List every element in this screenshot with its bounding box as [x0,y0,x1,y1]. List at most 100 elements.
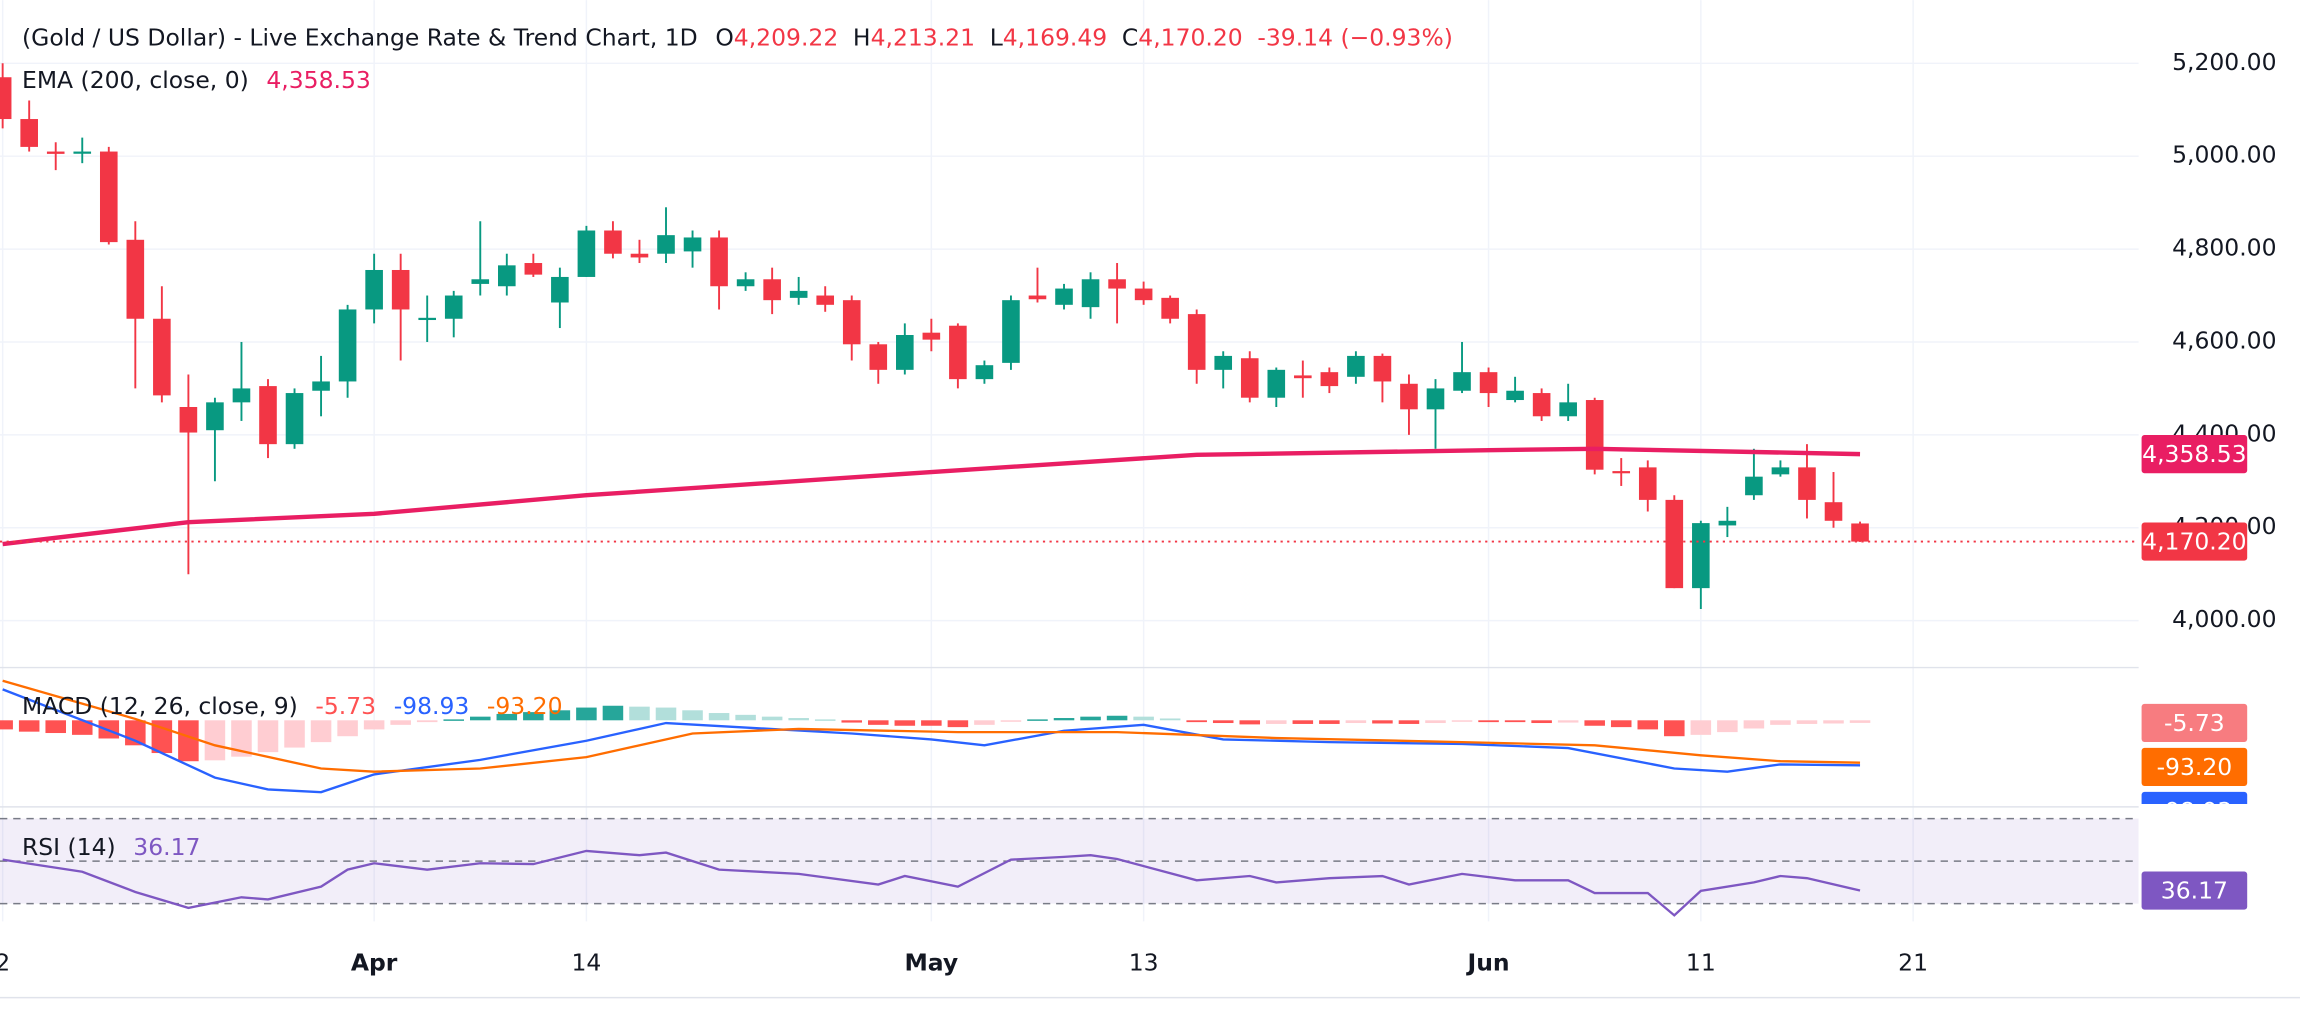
candle-body [710,237,728,287]
macd-line [2,679,1861,773]
candle-body [524,263,543,275]
x-tick-label: May [904,948,958,976]
histogram-bar [1080,716,1101,721]
candle-body [922,332,941,340]
candle-body [498,265,516,287]
candle-body [1453,372,1471,391]
histogram-bar [1743,720,1765,729]
histogram-bar [390,720,411,725]
legend-entry: MACD (12, 26, close, 9) -5.73 -98.93 -93.20 [22,692,563,720]
candle-body [657,235,675,254]
candle-body [1055,288,1073,305]
candle-body [1559,402,1577,417]
histogram-bar [1584,720,1605,726]
legend-name: EMA (200, close, 0) [22,65,249,93]
histogram-bar [1531,720,1552,724]
candle-body [1002,300,1020,363]
x-tick-label: 14 [571,948,601,976]
histogram-bar [576,707,597,721]
candle-body [1665,499,1684,589]
candle-body [1347,355,1365,377]
ohlc-key: L [990,23,1003,51]
candle-body [816,295,835,305]
y-tick-label: 4,600.00 [2172,326,2276,354]
macd-axis-label: -5.73 [2164,709,2225,737]
histogram-bar [1000,720,1022,722]
histogram-bar [735,714,756,721]
histogram-bar [921,720,942,726]
candle-body [842,300,861,345]
rsi-axis-label: 36.17 [2161,877,2228,905]
histogram-bar [1186,720,1207,723]
histogram-bar [1451,720,1473,722]
legend-value: 36.17 [133,832,200,860]
histogram-bar [1849,720,1871,723]
candle-body [365,269,383,310]
candle-body [418,317,436,321]
candle-body [20,119,38,147]
candle-body [1240,358,1259,398]
candle-body [1638,467,1657,500]
candle-body [1426,388,1445,410]
candle-body [736,279,755,287]
candle-body [949,325,967,380]
histogram-bar [45,720,66,734]
candle-body [1745,476,1763,496]
ohlc-value: 4,170.20 [1138,23,1242,51]
histogram-bar [1212,720,1234,724]
histogram-bar [1823,720,1844,724]
candle-body [126,239,145,319]
histogram-bar [0,720,13,730]
histogram-bar [310,720,332,743]
histogram-bar [18,720,40,732]
histogram-bar [629,706,650,721]
candle-body [1214,355,1233,370]
histogram-bar [1770,720,1791,725]
candle-body [1718,520,1737,526]
candle-body [1585,400,1604,470]
candle-body [869,344,888,370]
candle-body [1028,295,1047,300]
rsi-line [2,849,1861,917]
candle-body [604,230,622,254]
candle-body [73,151,92,154]
histogram-bar [284,720,305,748]
chart-title: (Gold / US Dollar) - Live Exchange Rate … [22,23,1453,51]
macd-line [2,688,1861,794]
last-price-label: 4,170.20 [2142,528,2246,556]
histogram-bar [1053,718,1075,721]
legend-value: -98.93 [394,692,470,720]
legend-entry: EMA (200, close, 0) 4,358.53 [22,65,371,93]
histogram-bar [682,710,703,721]
ema-line [2,446,1861,547]
candle-body [338,309,357,382]
histogram-bar [868,720,889,725]
histogram-bar [1557,720,1579,723]
candle-body [577,230,596,277]
histogram-bar [363,720,385,730]
legend-name: MACD (12, 26, close, 9) [22,692,298,720]
histogram-bar [788,718,809,721]
candle-body [1320,372,1339,387]
legend-name: RSI (14) [22,832,116,860]
histogram-bar [1610,720,1632,728]
histogram-bar [496,713,518,721]
title: (Gold / US Dollar) - Live Exchange Rate … [22,23,698,51]
histogram-bar [204,720,226,761]
candle-body [1294,375,1312,379]
histogram-bar [1690,720,1712,735]
macd-axis-label: -98.93 [2157,797,2233,825]
legend-entry: RSI (14) 36.17 [22,832,200,860]
legend-value: -5.73 [315,692,376,720]
candle-body [1373,355,1392,382]
ema-axis-label-box [2141,435,2248,474]
candle-body [1532,393,1551,417]
histogram-bar [257,720,279,753]
histogram-bar [894,720,916,726]
histogram-bar [841,720,863,723]
ema-axis-label: 4,358.53 [2142,440,2246,468]
histogram-bar [974,720,995,725]
histogram-bar [1027,719,1048,721]
histogram-bar [1425,720,1446,724]
